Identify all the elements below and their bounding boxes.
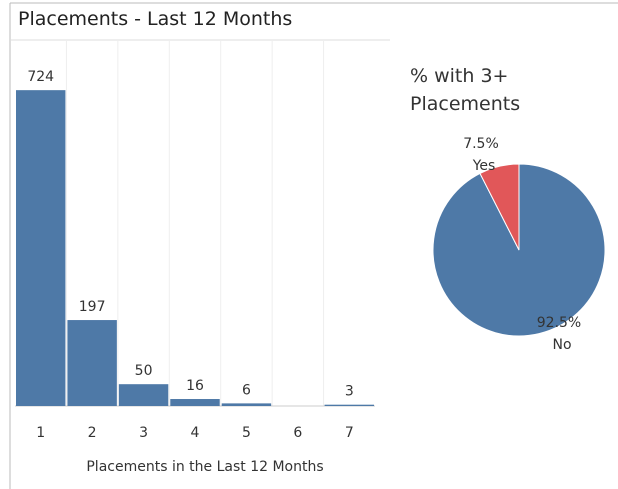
pie-category-label: No [552,337,571,353]
value-label: 724 [27,69,54,85]
x-tick-label: 6 [293,425,302,441]
bar [67,320,117,406]
pie-category-label: Yes [472,158,496,174]
bar [118,384,169,406]
value-label: 50 [135,363,153,379]
bar [324,404,374,406]
value-label: 6 [242,382,251,398]
pie-slice [479,163,520,251]
x-tick-label: 7 [345,425,354,441]
bar [170,399,220,406]
pie-title: % with 3+ Placements [410,65,521,115]
x-axis-title: Placements in the Last 12 Months [86,459,323,475]
x-tick-label: 5 [242,425,251,441]
x-tick-label: 2 [88,425,97,441]
x-tick-label: 4 [191,425,200,441]
bar [16,90,66,406]
value-label: 16 [186,378,204,394]
x-tick-label: 1 [36,425,45,441]
pie-value-label: 7.5% [463,136,499,152]
chart-title: Placements - Last 12 Months [18,8,293,30]
pie-value-label: 92.5% [537,315,581,331]
bar [221,403,272,406]
value-label: 3 [345,384,354,400]
x-tick-label: 3 [139,425,148,441]
value-label: 197 [79,299,106,315]
